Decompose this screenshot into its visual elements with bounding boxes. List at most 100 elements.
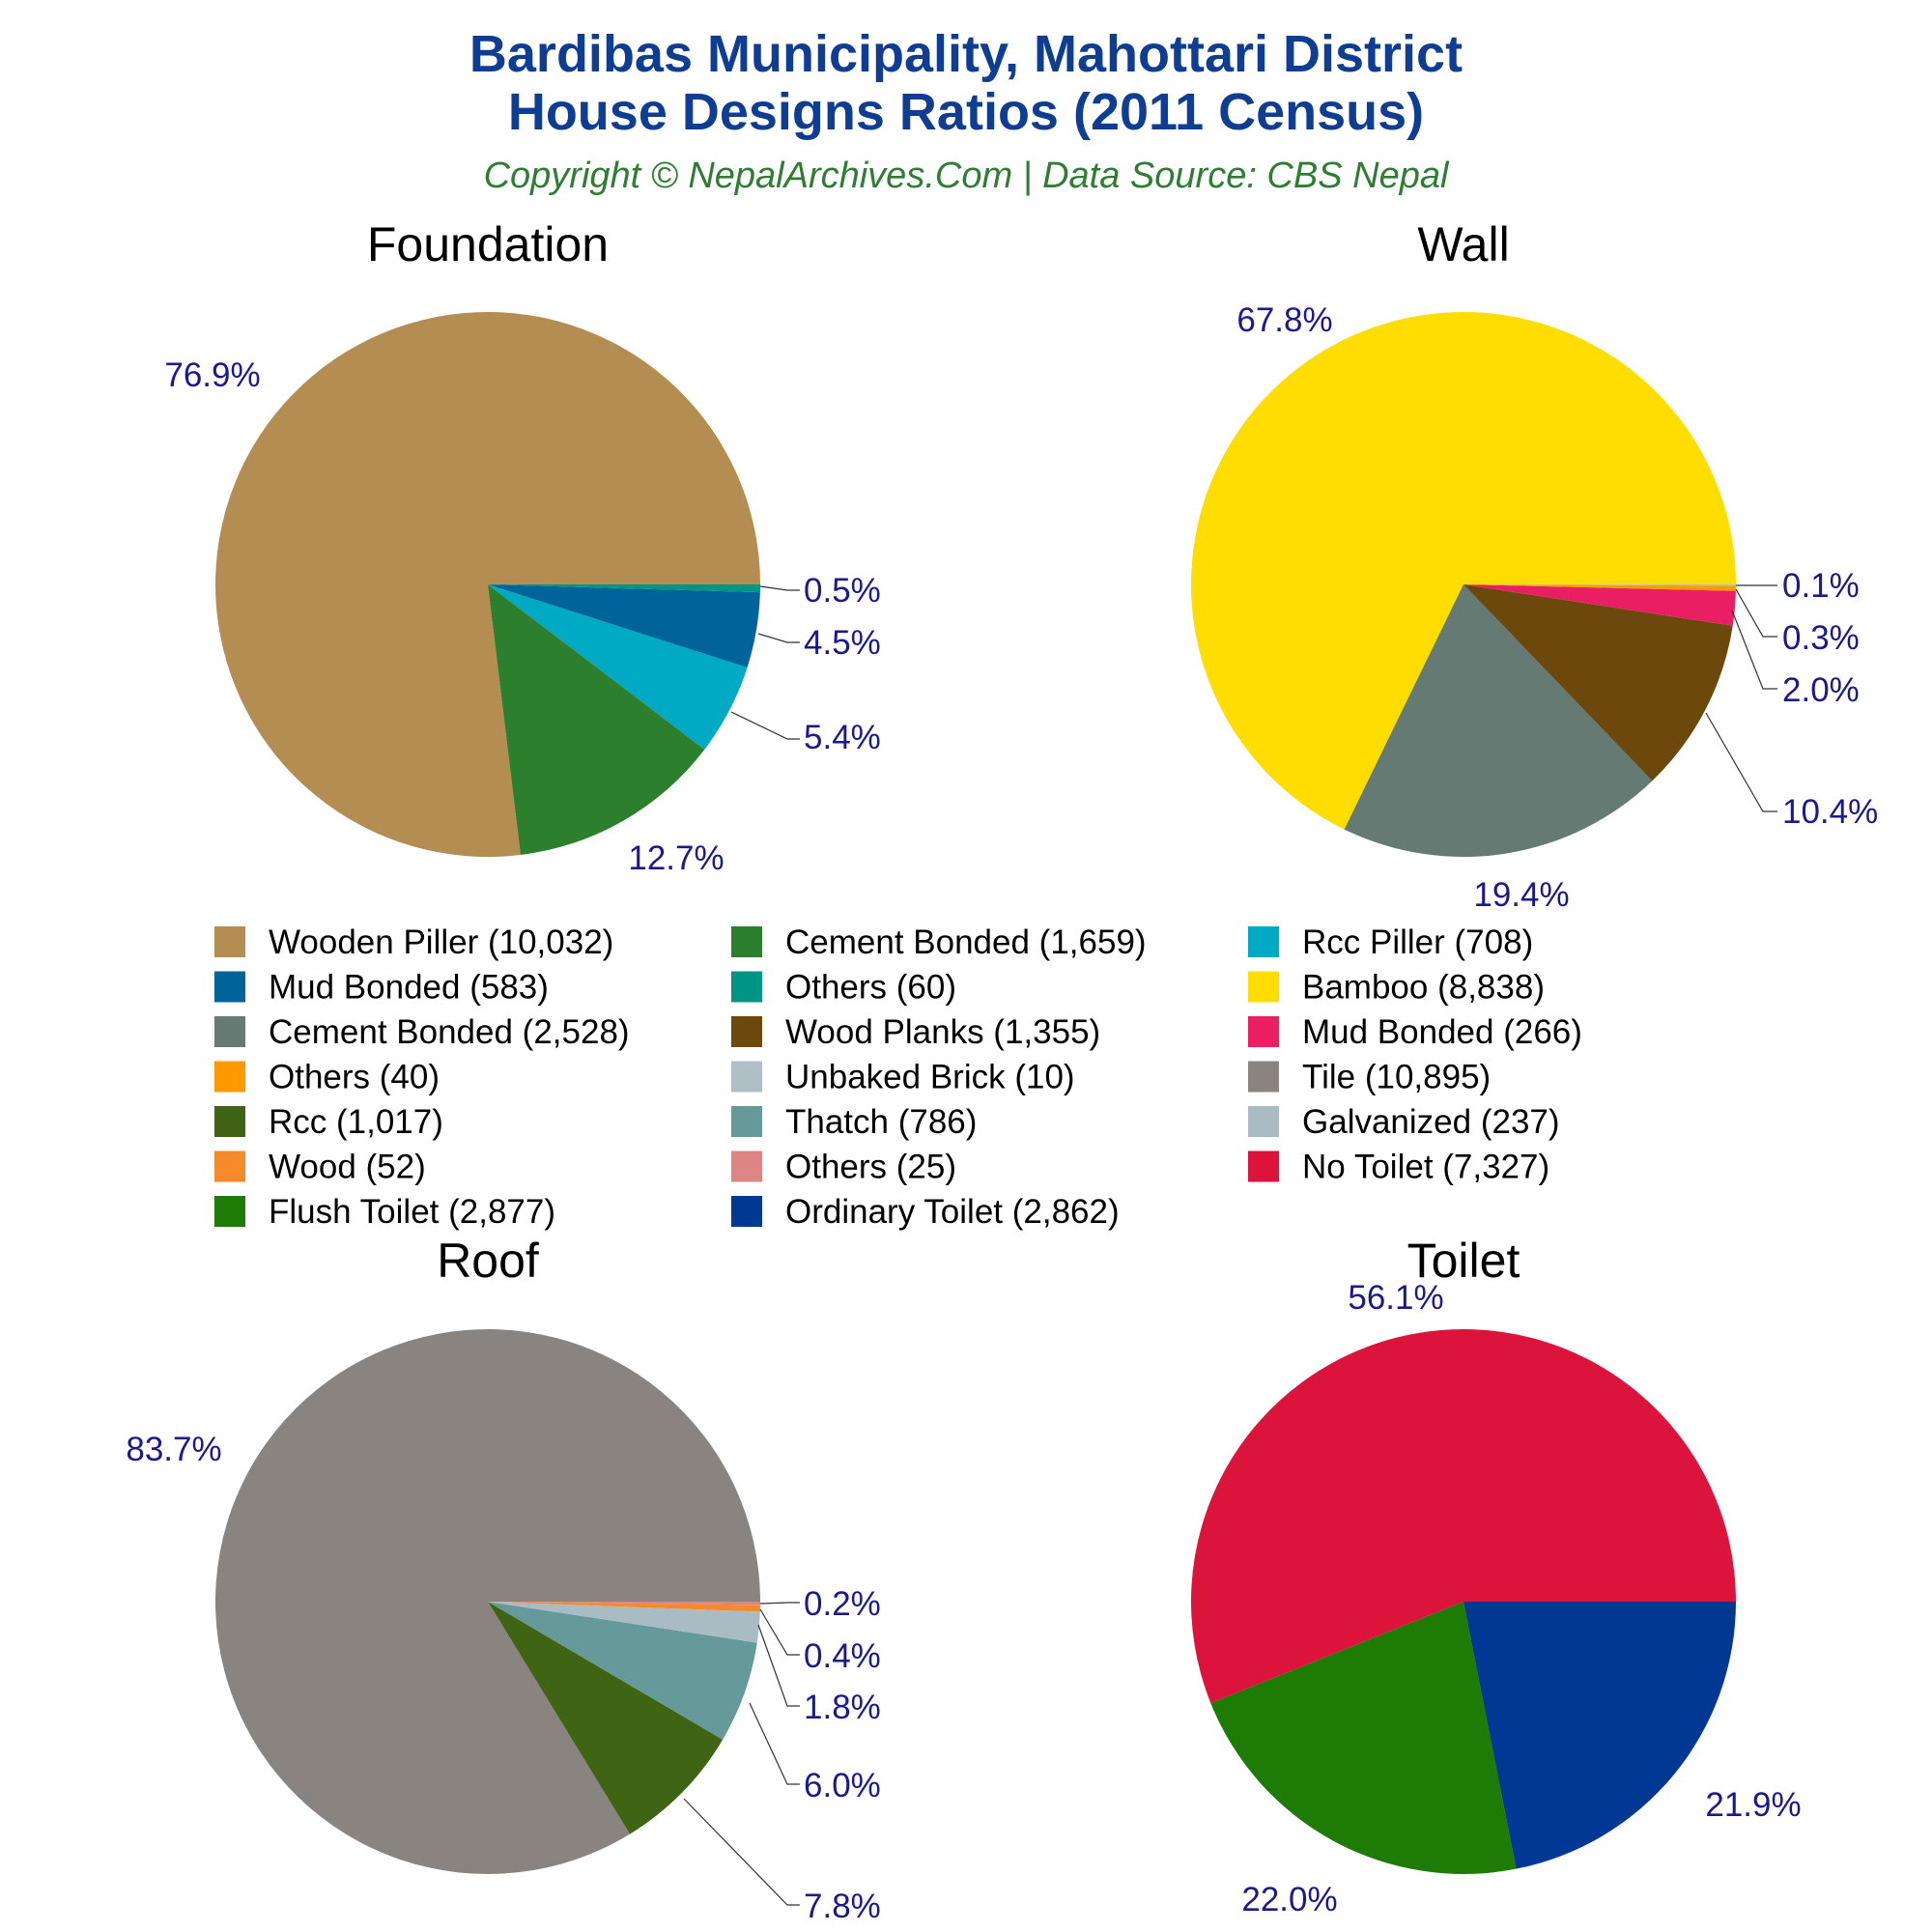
legend-item-mud-bonded-266: Mud Bonded (266) [1248, 1013, 1582, 1051]
legend-swatch [731, 1196, 762, 1227]
chart-title-line1: Bardibas Municipality, Mahottari Distric… [469, 25, 1463, 83]
leader-line-wall-mud-bonded [1731, 610, 1777, 690]
legend-item-cement-bonded-2-528: Cement Bonded (2,528) [214, 1013, 630, 1051]
chart-title-line2: House Designs Ratios (2011 Census) [508, 83, 1424, 141]
legend-item-others-40: Others (40) [214, 1059, 440, 1096]
legend-swatch [214, 1196, 245, 1227]
legend-label: Others (25) [785, 1149, 956, 1186]
legend-swatch [1248, 1151, 1279, 1182]
legend-swatch [214, 1016, 245, 1047]
pct-label-wall-wood-planks: 10.4% [1782, 793, 1878, 831]
pie-chart-roof: Roof 83.7% 7.8% 6.0% 1.8% 0.4% 0.2% [126, 1234, 880, 1925]
pct-label-wall-bamboo: 67.8% [1236, 301, 1332, 339]
pct-label-roof-tile: 83.7% [126, 1431, 221, 1468]
leader-line-wall-others [1735, 588, 1777, 638]
legend-item-tile-10-895: Tile (10,895) [1248, 1059, 1491, 1096]
slice-roof-rcc [488, 1602, 724, 1834]
slice-toilet-no-toilet [1191, 1329, 1736, 1704]
legend-item-ordinary-toilet-2-862: Ordinary Toilet (2,862) [731, 1193, 1120, 1231]
slice-foundation-others [488, 584, 760, 593]
pie-title-wall: Wall [1417, 217, 1509, 271]
legend-label: Bamboo (8,838) [1302, 969, 1545, 1007]
slice-wall-others [1463, 584, 1736, 591]
slice-roof-wood [488, 1602, 760, 1612]
pie-title-toilet: Toilet [1407, 1234, 1520, 1288]
slice-roof-galvanized [488, 1602, 760, 1643]
legend-swatch [1248, 1016, 1279, 1047]
pct-label-foundation-mud-bonded: 4.5% [804, 624, 881, 662]
legend-item-mud-bonded-583: Mud Bonded (583) [214, 969, 549, 1007]
legend-label: Flush Toilet (2,877) [269, 1193, 555, 1231]
slice-toilet-ordinary-toilet [1463, 1602, 1736, 1869]
pct-label-foundation-rcc-piller: 5.4% [804, 719, 881, 756]
pct-label-roof-others: 0.2% [804, 1585, 881, 1623]
pct-label-wall-unbaked-brick: 0.1% [1782, 567, 1860, 605]
legend-item-bamboo-8-838: Bamboo (8,838) [1248, 969, 1545, 1007]
pct-label-wall-mud-bonded: 2.0% [1782, 671, 1860, 709]
pct-label-wall-others: 0.3% [1782, 619, 1860, 657]
legend-label: Mud Bonded (583) [269, 969, 549, 1007]
leader-line-roof-others [759, 1602, 800, 1605]
legend-item-rcc-1-017: Rcc (1,017) [214, 1103, 443, 1141]
legend-label: Rcc (1,017) [269, 1103, 443, 1141]
pct-label-roof-thatch: 6.0% [804, 1767, 881, 1804]
legend-label: Wood Planks (1,355) [785, 1013, 1100, 1051]
leader-line-roof-wood [759, 1608, 800, 1656]
slice-foundation-cement-bonded [488, 584, 705, 855]
legend-label: Tile (10,895) [1302, 1059, 1491, 1096]
slice-roof-others [488, 1602, 760, 1605]
legend-swatch [1248, 1061, 1279, 1093]
chart-subtitle: Copyright © NepalArchives.Com | Data Sou… [484, 156, 1450, 196]
legend-item-wooden-piller-10-032: Wooden Piller (10,032) [214, 923, 613, 961]
pies-group: Foundation 76.9% 12.7% 5.4% 4.5% 0.5% Wall 67.8… [126, 217, 1878, 1925]
pct-label-roof-galvanized: 1.8% [804, 1689, 881, 1726]
legend-item-wood-52: Wood (52) [214, 1149, 426, 1186]
leader-line-wall-wood-planks [1705, 712, 1777, 812]
legend-label: Cement Bonded (2,528) [269, 1013, 630, 1051]
slice-foundation-wooden-piller [214, 311, 760, 857]
legend-item-wood-planks-1-355: Wood Planks (1,355) [731, 1013, 1100, 1051]
legend-label: Others (40) [269, 1059, 440, 1096]
legend-item-no-toilet-7-327: No Toilet (7,327) [1248, 1149, 1549, 1186]
legend-label: Cement Bonded (1,659) [785, 923, 1147, 961]
legend-label: Ordinary Toilet (2,862) [785, 1193, 1120, 1231]
slice-toilet-flush-toilet [1210, 1602, 1517, 1875]
legend-label: No Toilet (7,327) [1302, 1149, 1549, 1186]
legend-swatch [731, 971, 762, 1003]
legend-item-cement-bonded-1-659: Cement Bonded (1,659) [731, 923, 1147, 961]
legend-item-rcc-piller-708: Rcc Piller (708) [1248, 923, 1533, 961]
legend-label: Unbaked Brick (10) [785, 1059, 1075, 1096]
legend-label: Mud Bonded (266) [1302, 1013, 1582, 1051]
legend-swatch [731, 926, 762, 957]
leader-line-foundation-mud-bonded [757, 633, 800, 643]
legend: Wooden Piller (10,032) Cement Bonded (1,6… [214, 923, 1582, 1231]
legend-label: Galvanized (237) [1302, 1103, 1560, 1141]
pct-label-foundation-wooden-piller: 76.9% [164, 356, 260, 394]
legend-item-others-60: Others (60) [731, 969, 956, 1007]
pie-title-foundation: Foundation [367, 217, 609, 271]
pct-label-toilet-flush-toilet: 22.0% [1241, 1881, 1337, 1918]
legend-label: Wooden Piller (10,032) [269, 923, 613, 961]
leader-line-roof-rcc [683, 1798, 800, 1906]
pct-label-roof-wood: 0.4% [804, 1637, 881, 1675]
pie-title-roof: Roof [437, 1234, 539, 1288]
legend-swatch [731, 1151, 762, 1182]
slice-foundation-mud-bonded [488, 584, 760, 668]
legend-swatch [731, 1106, 762, 1137]
legend-swatch [214, 1151, 245, 1182]
slice-wall-bamboo [1190, 311, 1736, 830]
pie-chart-foundation: Foundation 76.9% 12.7% 5.4% 4.5% 0.5% [164, 217, 880, 877]
pct-label-roof-rcc: 7.8% [804, 1888, 881, 1925]
leader-line-roof-galvanized [757, 1624, 800, 1707]
pie-chart-wall: Wall 67.8% 19.4% 10.4% 2.0% 0.3% 0.1% [1190, 217, 1878, 914]
legend-item-others-25: Others (25) [731, 1149, 956, 1186]
legend-swatch [1248, 1106, 1279, 1137]
slice-wall-wood-planks [1463, 584, 1733, 781]
leader-line-foundation-rcc-piller [730, 711, 800, 740]
legend-label: Rcc Piller (708) [1302, 923, 1533, 961]
leader-line-foundation-others [759, 585, 800, 591]
slice-wall-cement-bonded [1344, 584, 1653, 857]
legend-swatch [1248, 971, 1279, 1003]
